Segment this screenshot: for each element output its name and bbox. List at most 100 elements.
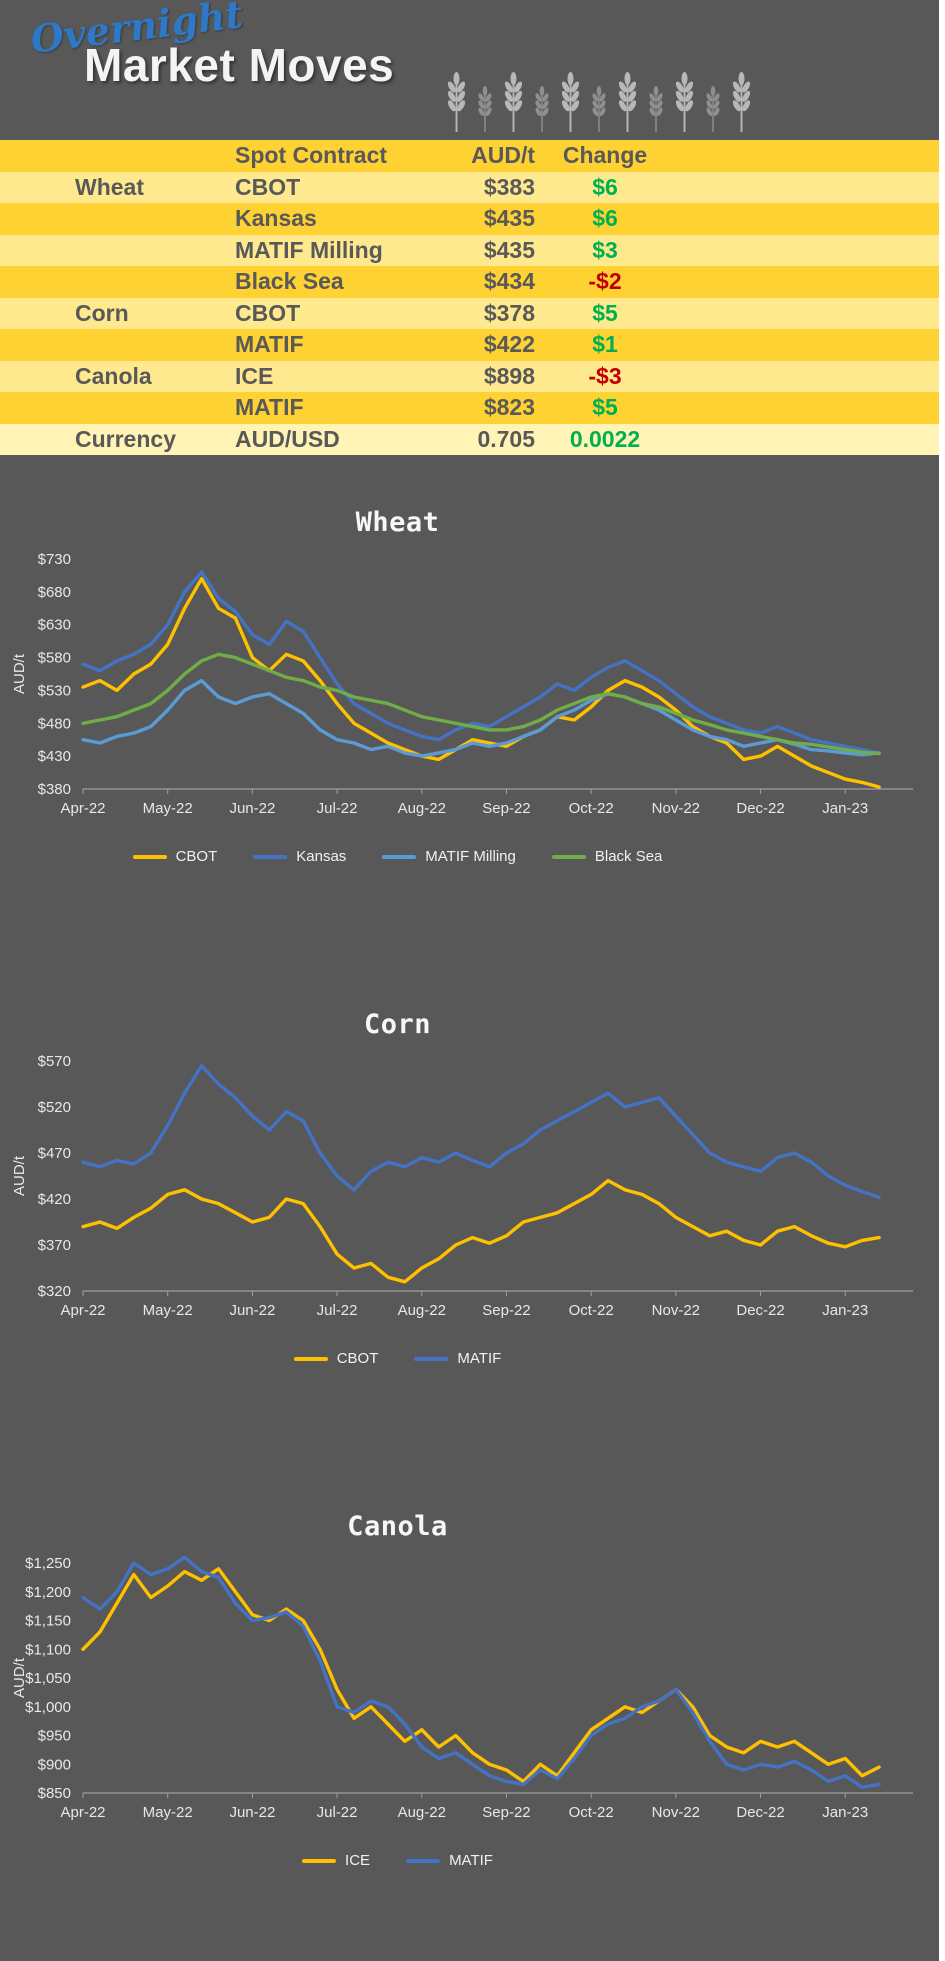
wheat-icon — [559, 72, 582, 132]
x-tick-label: Nov-22 — [651, 1804, 699, 1821]
wheat-icon — [730, 72, 753, 132]
y-tick-label: $530 — [37, 682, 70, 699]
x-tick-label: Apr-22 — [60, 800, 105, 817]
change-cell: -$3 — [588, 362, 622, 389]
contract-cell: Black Sea — [235, 268, 344, 295]
legend-swatch — [382, 854, 417, 859]
wheat-icon — [673, 72, 696, 132]
commodity-cell: Wheat — [75, 173, 144, 200]
commodity-cell: Canola — [75, 362, 152, 389]
y-tick-label: $1,000 — [25, 1699, 71, 1716]
wheat-icon — [616, 72, 639, 132]
wheat-icon — [502, 72, 525, 132]
col-header-spot-contract: Spot Contract — [235, 142, 388, 169]
charts-section: Wheat Apr-22 May-22 Jun-22 Jul-22 Aug-22 Sep-… — [0, 455, 945, 1961]
y-tick-label: $630 — [37, 617, 70, 634]
corn-chart-title: Corn — [363, 1009, 432, 1040]
x-tick-label: Dec-22 — [736, 800, 784, 817]
legend-label: Kansas — [296, 848, 347, 865]
y-tick-label: $520 — [37, 1099, 70, 1116]
change-cell: $5 — [592, 394, 618, 421]
table-row: Canola ICE $898 -$3 — [0, 360, 945, 392]
y-tick-label: $950 — [37, 1728, 70, 1745]
canola-chart-plot: Apr-22 May-22 Jun-22 Jul-22 Aug-22 Sep-22 Oct-… — [11, 1555, 913, 1821]
table-row: Corn CBOT $378 $5 — [0, 297, 945, 329]
series-line-cbot — [80, 1178, 881, 1284]
wheat-icon — [533, 86, 551, 132]
y-tick-label: $430 — [37, 748, 70, 765]
table-row: Currency AUD/USD 0.705 0.0022 — [0, 423, 945, 455]
series-line-matif-milling — [80, 678, 881, 758]
x-tick-label: Nov-22 — [651, 1302, 699, 1319]
price-table: Spot Contract AUD/t Change Wheat CBOT $383… — [0, 140, 945, 455]
x-tick-label: Oct-22 — [568, 1804, 613, 1821]
x-tick-label: May-22 — [142, 1302, 192, 1319]
x-tick-label: May-22 — [142, 800, 192, 817]
x-tick-label: Jun-22 — [229, 1302, 275, 1319]
x-tick-label: Nov-22 — [651, 800, 699, 817]
series-line-black-sea — [80, 652, 881, 756]
x-tick-label: Aug-22 — [397, 1804, 445, 1821]
x-tick-label: Jan-23 — [822, 1302, 868, 1319]
canola-chart-title: Canola — [347, 1511, 448, 1542]
x-tick-label: Aug-22 — [397, 800, 445, 817]
y-tick-label: $570 — [37, 1053, 70, 1070]
x-tick-label: Sep-22 — [482, 1302, 530, 1319]
legend-item: MATIF — [414, 1350, 501, 1367]
change-cell: $6 — [592, 173, 618, 200]
change-cell: $1 — [592, 331, 618, 358]
y-axis-label: AUD/t — [11, 1657, 28, 1698]
table-row: MATIF $422 $1 — [0, 329, 945, 361]
change-cell: 0.0022 — [569, 425, 641, 452]
y-tick-label: $900 — [37, 1756, 70, 1773]
contract-cell: MATIF — [235, 331, 304, 358]
x-tick-label: Dec-22 — [736, 1302, 784, 1319]
canola-chart: Canola Apr-22 May-22 Jun-22 Jul-22 Aug-22 Sep… — [0, 1459, 945, 1961]
price-cell: $434 — [483, 268, 535, 295]
legend-swatch — [293, 1356, 328, 1361]
price-cell: $383 — [483, 173, 535, 200]
table-row: MATIF Milling $435 $3 — [0, 234, 945, 266]
commodity-cell: Currency — [75, 425, 176, 452]
legend-label: CBOT — [336, 1350, 379, 1367]
x-tick-label: Jul-22 — [316, 1804, 357, 1821]
series-line-cbot — [80, 577, 881, 789]
legend-swatch — [414, 1356, 449, 1361]
change-cell: $6 — [592, 205, 618, 232]
wheat-icon — [704, 86, 722, 132]
wheat-icon — [476, 86, 494, 132]
legend-item: CBOT — [132, 848, 217, 865]
y-axis-label: AUD/t — [11, 653, 28, 694]
x-tick-label: Jul-22 — [316, 800, 357, 817]
wheat-chart: Wheat Apr-22 May-22 Jun-22 Jul-22 Aug-22 Sep-… — [0, 455, 945, 957]
col-header-change: Change — [562, 142, 648, 169]
legend-swatch — [302, 1858, 337, 1863]
series-line-matif — [80, 1063, 881, 1199]
legend-label: ICE — [345, 1852, 371, 1869]
table-header-row: Spot Contract AUD/t Change — [0, 140, 945, 172]
table-row: MATIF $823 $5 — [0, 392, 945, 424]
y-tick-label: $730 — [37, 551, 70, 568]
legend-item: MATIF — [406, 1852, 493, 1869]
x-tick-label: Jun-22 — [229, 1804, 275, 1821]
y-tick-label: $370 — [37, 1237, 70, 1254]
x-tick-label: Dec-22 — [736, 1804, 784, 1821]
y-tick-label: $1,100 — [25, 1641, 71, 1658]
price-cell: $898 — [483, 362, 535, 389]
legend-swatch — [132, 854, 167, 859]
legend-label: MATIF Milling — [425, 848, 516, 865]
price-cell: $435 — [483, 205, 535, 232]
corn-chart-legend: CBOT MATIF — [0, 1350, 870, 1367]
y-axis-label: AUD/t — [11, 1155, 28, 1196]
wheat-icon — [590, 86, 608, 132]
legend-label: MATIF — [449, 1852, 493, 1869]
x-tick-label: Oct-22 — [568, 1302, 613, 1319]
wheat-icons-row — [445, 72, 753, 132]
y-tick-label: $480 — [37, 715, 70, 732]
wheat-icon — [647, 86, 665, 132]
canola-chart-legend: ICE MATIF — [0, 1852, 870, 1869]
contract-cell: CBOT — [235, 173, 301, 200]
series-line-ice — [80, 1567, 881, 1784]
y-tick-label: $680 — [37, 584, 70, 601]
x-tick-label: Oct-22 — [568, 800, 613, 817]
